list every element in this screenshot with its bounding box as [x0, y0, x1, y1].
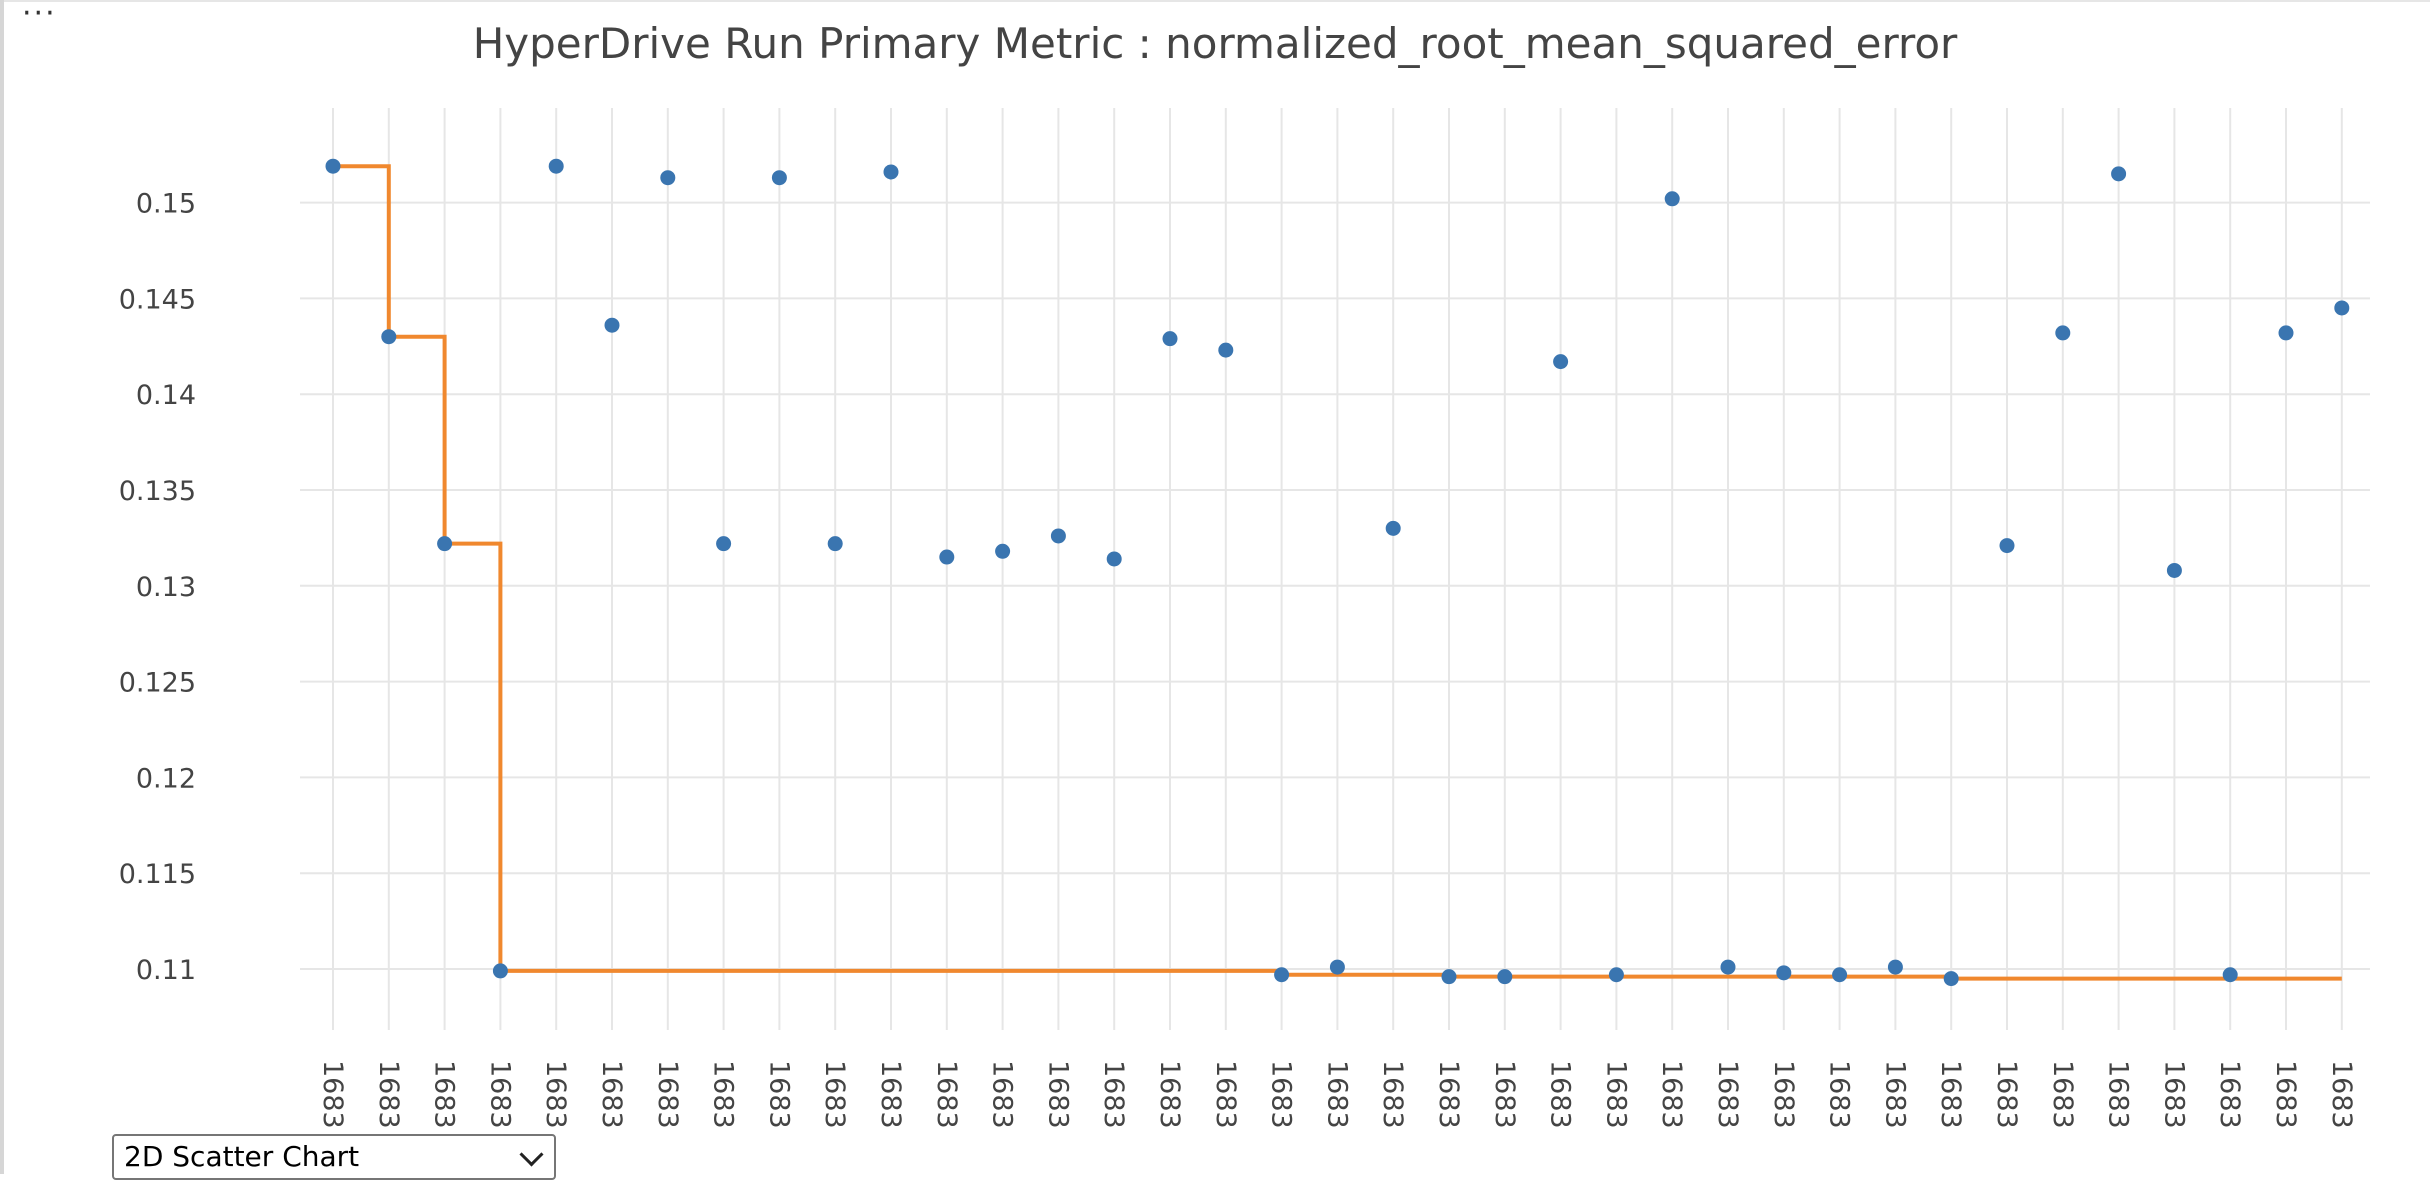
x-tick-label: 1683 — [484, 1060, 515, 1129]
x-tick-label: 1683 — [1489, 1060, 1520, 1129]
y-tick-label: 0.125 — [119, 668, 196, 699]
y-tick-label: 0.145 — [119, 284, 196, 315]
chart-type-dropdown[interactable]: 2D Scatter Chart — [112, 1134, 556, 1180]
x-tick-label: 1683 — [1433, 1060, 1464, 1129]
y-axis-ticks: 0.11 0.115 0.12 0.125 0.13 0.135 0.14 0.145 0.15 — [119, 189, 196, 986]
x-tick-label: 1683 — [1991, 1060, 2022, 1129]
x-tick-label: 1683 — [1321, 1060, 1352, 1129]
data-point[interactable] — [771, 170, 787, 186]
data-point[interactable] — [660, 170, 676, 186]
y-tick-label: 0.11 — [136, 955, 196, 986]
data-point[interactable] — [1106, 551, 1122, 567]
x-tick-label: 1683 — [1377, 1060, 1408, 1129]
data-point[interactable] — [1329, 959, 1345, 975]
y-tick-label: 0.135 — [119, 476, 196, 507]
x-tick-label: 1683 — [2214, 1060, 2245, 1129]
x-tick-label: 1683 — [1098, 1060, 1129, 1129]
x-tick-label: 1683 — [875, 1060, 906, 1129]
data-point[interactable] — [1553, 354, 1569, 370]
data-point[interactable] — [2166, 562, 2182, 578]
x-tick-label: 1683 — [317, 1060, 348, 1129]
data-point[interactable] — [1218, 342, 1234, 358]
x-tick-label: 1683 — [2326, 1060, 2357, 1129]
x-tick-label: 1683 — [1935, 1060, 1966, 1129]
y-tick-label: 0.13 — [136, 572, 196, 603]
x-tick-label: 1683 — [2103, 1060, 2134, 1129]
x-tick-label: 1683 — [429, 1060, 460, 1129]
data-point[interactable] — [2222, 967, 2238, 983]
x-tick-label: 1683 — [1656, 1060, 1687, 1129]
y-tick-label: 0.115 — [119, 859, 196, 890]
x-tick-label: 1683 — [2047, 1060, 2078, 1129]
data-point[interactable] — [437, 536, 453, 552]
top-divider — [0, 0, 2430, 2]
data-point[interactable] — [1162, 331, 1178, 347]
x-tick-label: 1683 — [819, 1060, 850, 1129]
data-point[interactable] — [1943, 971, 1959, 987]
data-point[interactable] — [1887, 959, 1903, 975]
x-tick-label: 1683 — [1712, 1060, 1743, 1129]
data-point[interactable] — [492, 963, 508, 979]
data-point[interactable] — [1385, 520, 1401, 536]
data-point[interactable] — [1441, 969, 1457, 985]
x-tick-label: 1683 — [708, 1060, 739, 1129]
x-tick-label: 1683 — [1768, 1060, 1799, 1129]
data-point[interactable] — [1497, 969, 1513, 985]
x-tick-label: 1683 — [652, 1060, 683, 1129]
x-tick-label: 1683 — [1824, 1060, 1855, 1129]
x-tick-label: 1683 — [1210, 1060, 1241, 1129]
data-point[interactable] — [325, 158, 341, 174]
x-tick-label: 1683 — [596, 1060, 627, 1129]
chart-type-selected: 2D Scatter Chart — [124, 1140, 360, 1173]
x-tick-label: 1683 — [1154, 1060, 1185, 1129]
data-point[interactable] — [2055, 325, 2071, 341]
x-tick-label: 1683 — [540, 1060, 571, 1129]
chevron-down-icon — [519, 1142, 544, 1167]
data-point[interactable] — [1274, 967, 1290, 983]
data-point[interactable] — [2111, 166, 2127, 182]
x-tick-label: 1683 — [1545, 1060, 1576, 1129]
data-point[interactable] — [1832, 967, 1848, 983]
data-point[interactable] — [827, 536, 843, 552]
data-point[interactable] — [939, 549, 955, 565]
x-tick-label: 1683 — [763, 1060, 794, 1129]
data-point[interactable] — [604, 317, 620, 333]
left-divider — [0, 0, 4, 1174]
y-tick-label: 0.15 — [136, 189, 196, 220]
data-point[interactable] — [1608, 967, 1624, 983]
y-tick-label: 0.12 — [136, 763, 196, 794]
data-point[interactable] — [716, 536, 732, 552]
x-tick-label: 1683 — [2158, 1060, 2189, 1129]
x-tick-label: 1683 — [987, 1060, 1018, 1129]
x-tick-label: 1683 — [1266, 1060, 1297, 1129]
x-tick-label: 1683 — [2270, 1060, 2301, 1129]
x-tick-label: 1683 — [1042, 1060, 1073, 1129]
data-point[interactable] — [1050, 528, 1066, 544]
data-point[interactable] — [548, 158, 564, 174]
x-tick-label: 1683 — [373, 1060, 404, 1129]
data-point[interactable] — [2278, 325, 2294, 341]
data-point[interactable] — [995, 543, 1011, 559]
more-options-icon[interactable]: ··· — [22, 0, 57, 31]
data-point[interactable] — [883, 164, 899, 180]
grid — [300, 108, 2370, 1030]
data-point[interactable] — [1720, 959, 1736, 975]
x-tick-label: 1683 — [1600, 1060, 1631, 1129]
chart-title: HyperDrive Run Primary Metric : normaliz… — [473, 19, 1958, 68]
x-axis-ticks: 1683 1683 1683 1683 1683 1683 1683 1683 1683 1683… — [317, 1060, 2357, 1129]
data-point[interactable] — [2334, 300, 2350, 316]
data-point[interactable] — [1776, 965, 1792, 981]
data-point[interactable] — [381, 329, 397, 345]
x-tick-label: 1683 — [1879, 1060, 1910, 1129]
x-tick-label: 1683 — [931, 1060, 962, 1129]
data-points — [325, 158, 2350, 987]
data-point[interactable] — [1999, 538, 2015, 554]
data-point[interactable] — [1664, 191, 1680, 207]
y-tick-label: 0.14 — [136, 380, 196, 411]
